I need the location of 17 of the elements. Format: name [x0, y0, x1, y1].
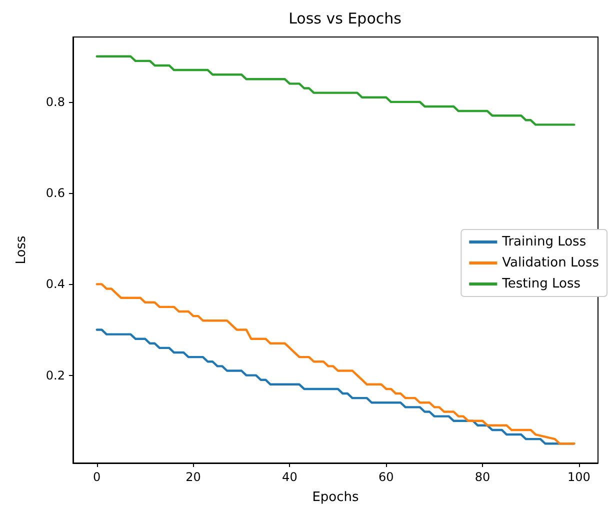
y-tick-label: 0.2	[46, 368, 65, 382]
x-tick-label: 40	[282, 470, 298, 484]
x-axis-title: Epochs	[312, 490, 360, 505]
x-tick-label: 0	[93, 470, 101, 484]
x-tick-label: 80	[474, 470, 490, 484]
legend-label: Testing Loss	[501, 276, 581, 292]
chart-title: Loss vs Epochs	[288, 10, 402, 28]
legend-label: Training Loss	[501, 234, 586, 250]
y-tick-label: 0.6	[46, 186, 65, 200]
line-series	[96, 55, 576, 126]
x-tick-label: 100	[568, 470, 590, 484]
y-axis-title: Loss	[14, 236, 29, 264]
y-tick-label: 0.4	[46, 277, 65, 292]
x-tick-label: 20	[186, 470, 201, 484]
x-tick-label: 60	[378, 470, 394, 484]
legend-label: Validation Loss	[502, 256, 600, 270]
y-tick-label: 0.8	[46, 94, 65, 109]
